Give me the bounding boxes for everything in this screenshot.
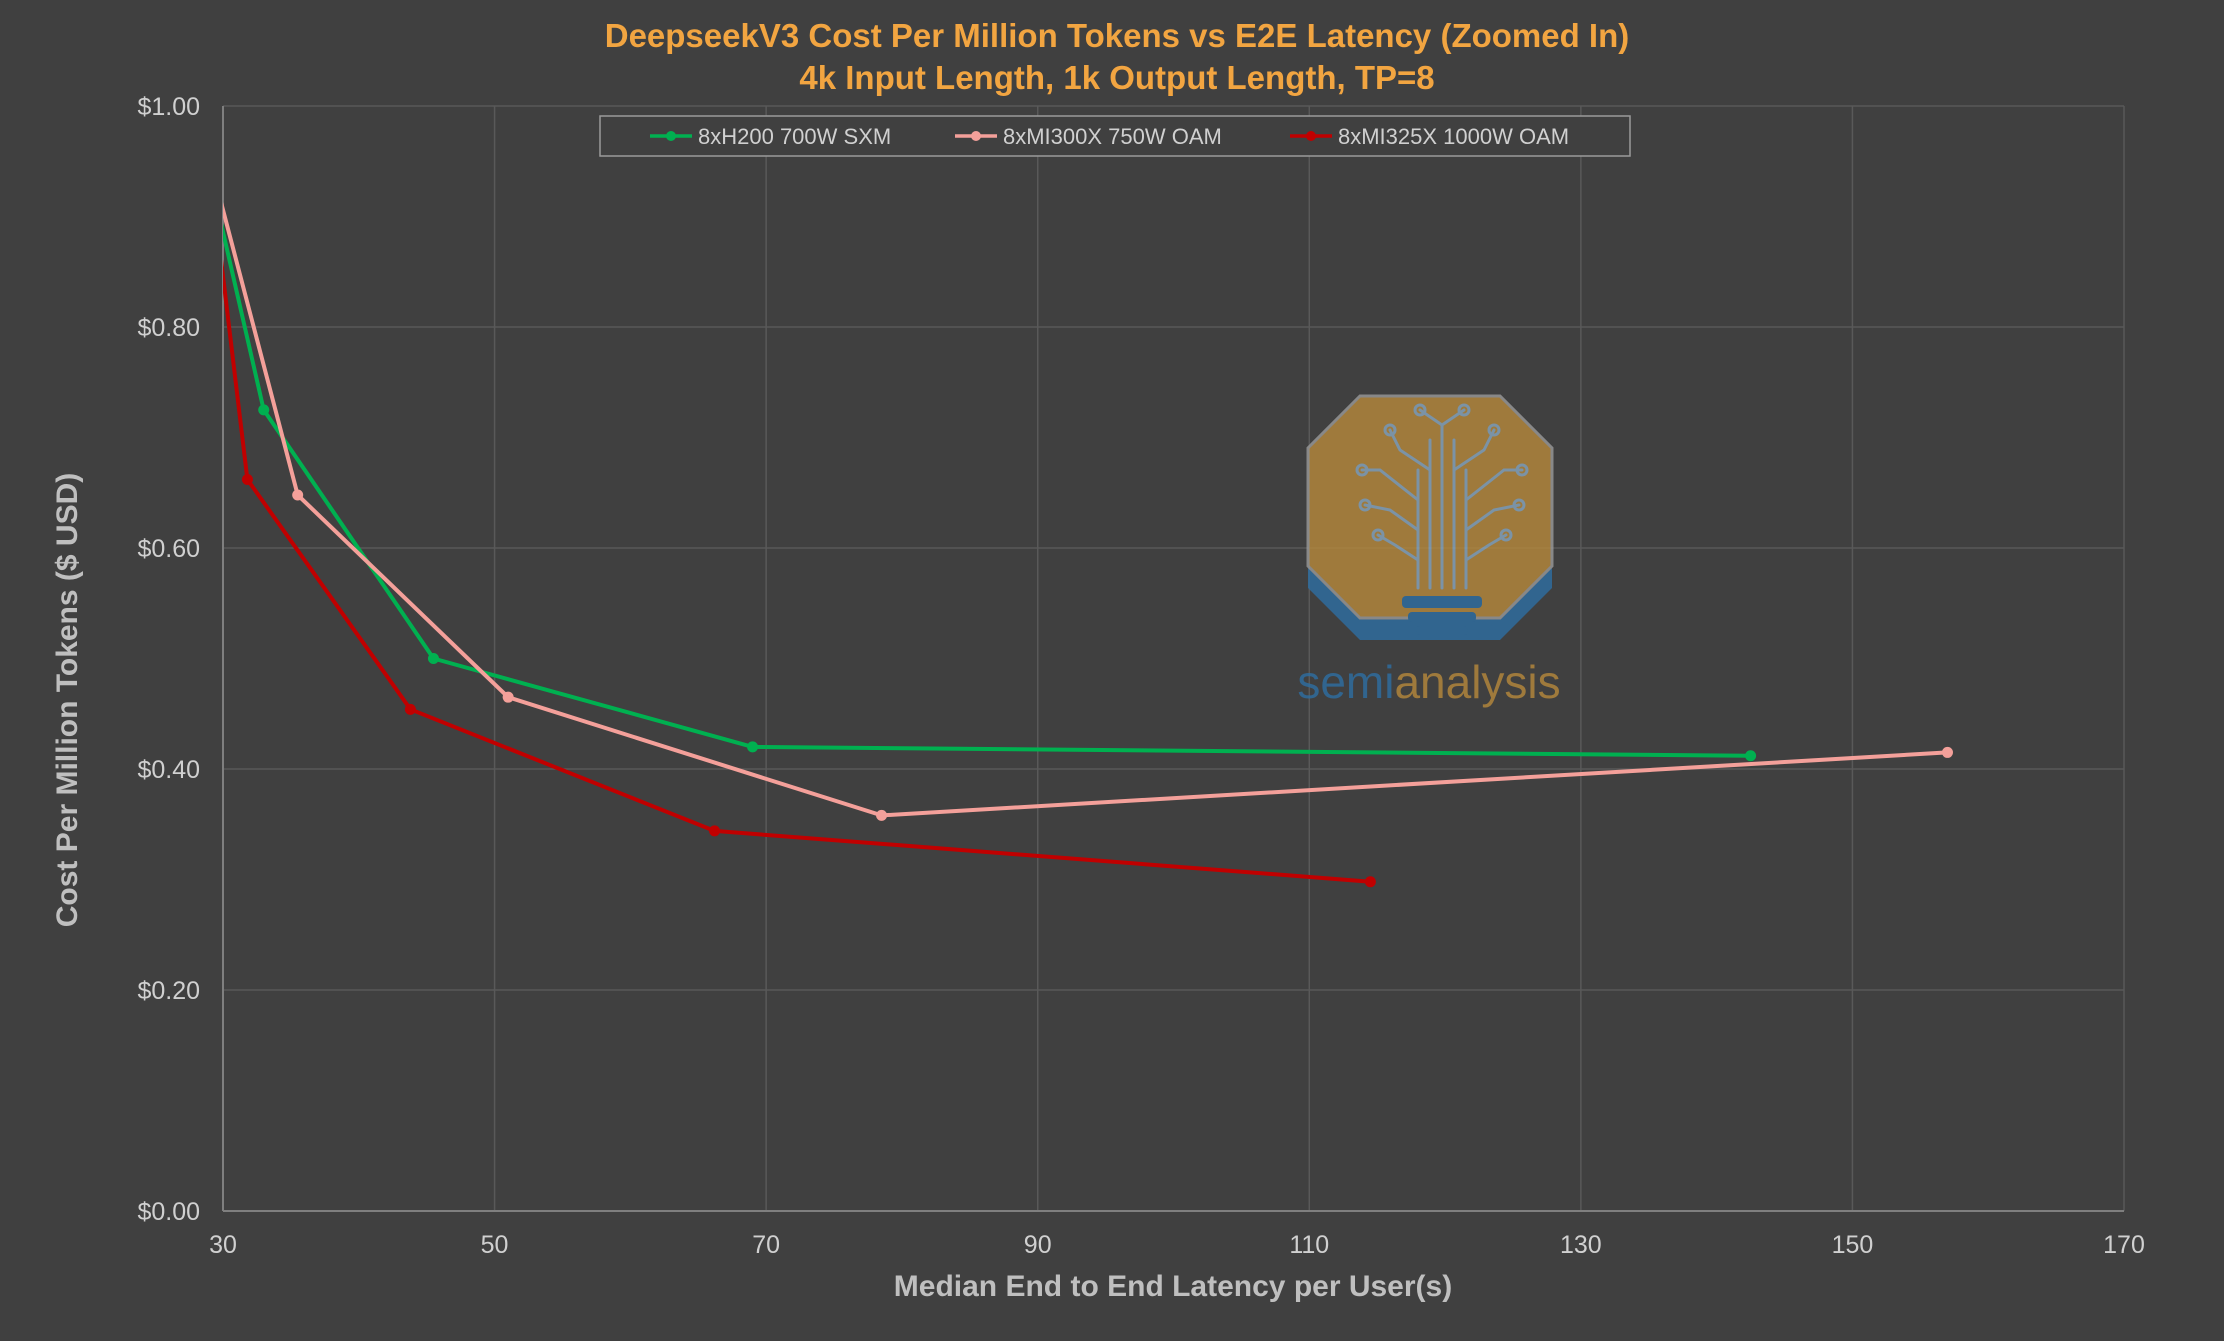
x-tick-label: 170 <box>2103 1231 2145 1259</box>
watermark-part-semi: semi <box>1297 656 1394 708</box>
data-point <box>747 741 759 753</box>
legend-item: 8xMI325X 1000W OAM <box>1290 124 1569 149</box>
watermark-wordmark: semianalysis <box>1297 656 1560 708</box>
legend-label: 8xH200 700W SXM <box>698 124 891 149</box>
data-point <box>1745 750 1757 762</box>
bulb-base-bottom <box>1416 626 1468 635</box>
data-point <box>709 825 721 837</box>
data-point <box>876 809 888 821</box>
watermark-logo: semianalysis <box>1297 394 1561 708</box>
tree-icon <box>1355 403 1529 590</box>
data-point <box>502 691 514 703</box>
data-point <box>427 653 439 664</box>
x-tick-label: 50 <box>481 1231 509 1259</box>
legend-item: 8xMI300X 750W OAM <box>955 124 1222 149</box>
x-tick-labels: 30 50 70 90 110 130 150 170 <box>209 1231 2145 1259</box>
data-point <box>1364 876 1376 888</box>
data-point <box>1941 746 1953 758</box>
legend: 8xH200 700W SXM 8xMI300X 750W OAM 8xMI325X… <box>599 115 1631 157</box>
y-tick-label: $0.00 <box>137 1198 200 1226</box>
legend-box <box>599 115 1631 157</box>
series-2 <box>223 201 1953 821</box>
x-tick-label: 110 <box>1289 1231 1329 1259</box>
y-tick-labels: $0.00 $0.20 $0.40 $0.60 $0.80 $1.00 <box>137 93 200 1226</box>
y-tick-label: $0.80 <box>137 314 200 342</box>
y-tick-label: $0.20 <box>137 977 200 1005</box>
chart-title: DeepseekV3 Cost Per Million Tokens vs E2… <box>605 17 1630 54</box>
series-1 <box>223 222 1757 762</box>
x-tick-label: 90 <box>1024 1231 1052 1259</box>
y-tick-label: $0.40 <box>137 756 200 784</box>
x-tick-label: 150 <box>1832 1231 1874 1259</box>
data-point <box>292 489 304 501</box>
legend-swatch-marker <box>971 131 981 141</box>
data-point <box>241 473 253 485</box>
y-tick-label: $0.60 <box>137 535 200 563</box>
x-tick-label: 70 <box>752 1231 780 1259</box>
data-point <box>404 703 416 715</box>
legend-label: 8xMI325X 1000W OAM <box>1338 124 1569 149</box>
x-tick-label: 130 <box>1560 1231 1602 1259</box>
bulb-base-top <box>1402 596 1482 608</box>
y-axis-title: Cost Per Million Tokens ($ USD) <box>51 473 84 928</box>
series-3 <box>223 259 1376 888</box>
data-series <box>223 201 1953 888</box>
watermark-part-analysis: analysis <box>1394 656 1560 708</box>
legend-swatch-marker <box>1306 131 1316 141</box>
gridlines <box>223 105 2125 1211</box>
x-tick-label: 30 <box>209 1231 237 1259</box>
legend-item: 8xH200 700W SXM <box>650 124 891 149</box>
legend-label: 8xMI300X 750W OAM <box>1003 124 1222 149</box>
legend-swatch-marker <box>666 131 676 141</box>
data-point <box>258 404 270 416</box>
x-axis-title: Median End to End Latency per User(s) <box>894 1270 1452 1303</box>
y-tick-label: $1.00 <box>137 93 200 121</box>
legend-items: 8xH200 700W SXM 8xMI300X 750W OAM 8xMI325X… <box>650 124 1569 149</box>
bulb-base-mid <box>1408 612 1476 622</box>
chart-subtitle: 4k Input Length, 1k Output Length, TP=8 <box>799 59 1434 96</box>
